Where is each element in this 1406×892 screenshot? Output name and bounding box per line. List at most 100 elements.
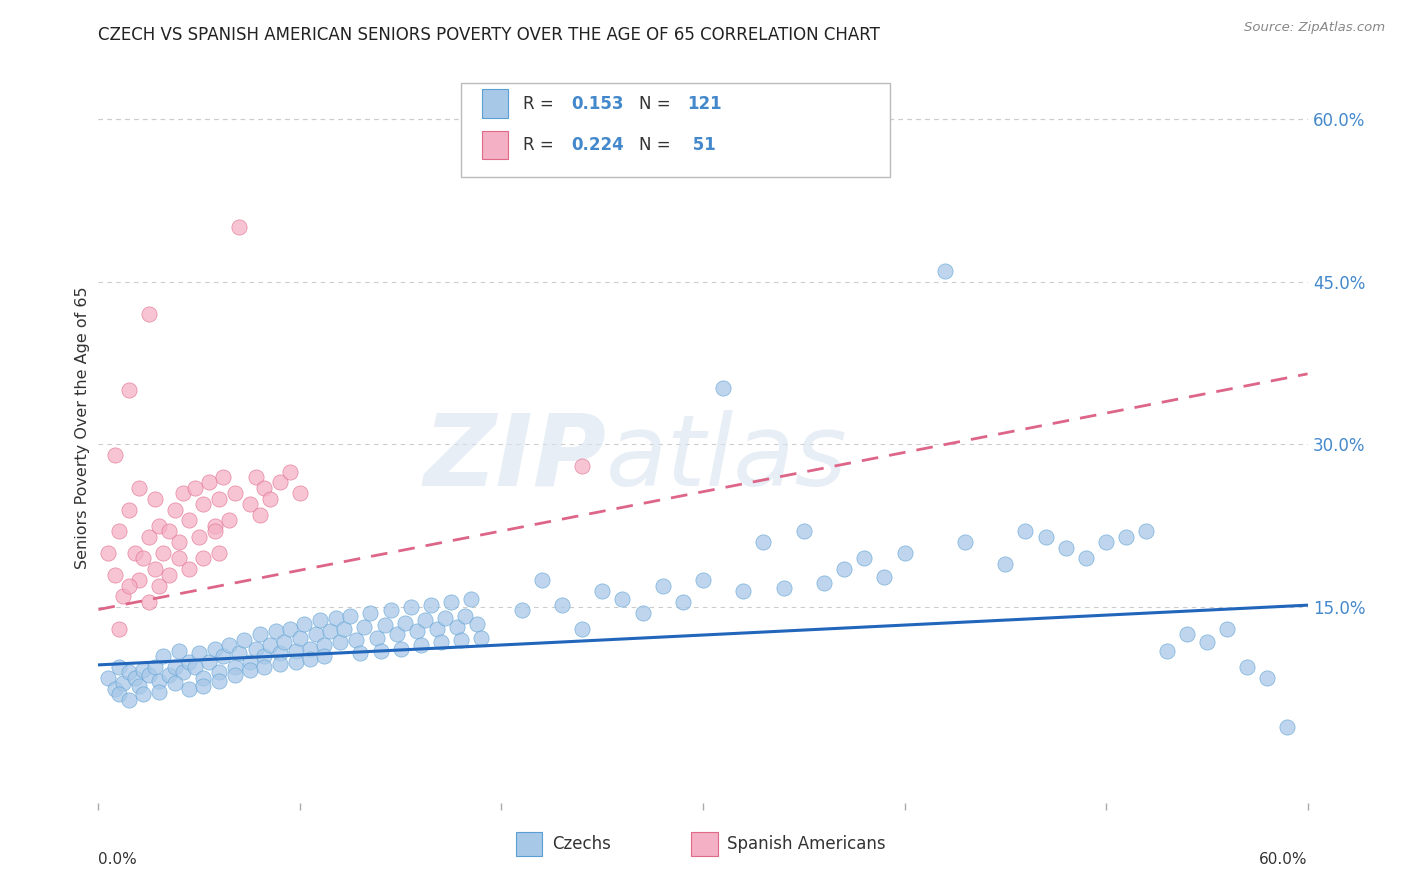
Point: [138, 667, 160, 681]
Point: [208, 665, 231, 680]
Point: [184, 481, 207, 495]
Point: [138, 530, 160, 544]
Point: [132, 687, 155, 701]
Point: [273, 635, 295, 649]
Point: [278, 465, 301, 479]
Point: [103, 448, 125, 462]
Point: [571, 459, 593, 474]
Text: R =: R =: [523, 136, 558, 154]
Point: [259, 638, 281, 652]
Point: [132, 663, 155, 677]
Point: [228, 220, 250, 235]
Point: [380, 602, 402, 616]
Point: [360, 606, 382, 620]
Point: [405, 624, 427, 639]
Point: [103, 567, 125, 582]
Point: [118, 502, 141, 516]
Point: [470, 631, 492, 645]
Text: N =: N =: [638, 136, 676, 154]
Point: [228, 646, 250, 660]
Point: [288, 631, 311, 645]
FancyBboxPatch shape: [461, 84, 890, 178]
Text: CZECH VS SPANISH AMERICAN SENIORS POVERTY OVER THE AGE OF 65 CORRELATION CHART: CZECH VS SPANISH AMERICAN SENIORS POVERT…: [98, 26, 880, 44]
Point: [111, 676, 134, 690]
Point: [132, 551, 155, 566]
Point: [353, 620, 375, 634]
Point: [138, 595, 160, 609]
Text: ZIP: ZIP: [423, 409, 606, 507]
Point: [269, 657, 291, 671]
Point: [284, 655, 307, 669]
Point: [394, 615, 416, 630]
Point: [148, 519, 170, 533]
Point: [167, 644, 190, 658]
Point: [148, 579, 170, 593]
Text: Spanish Americans: Spanish Americans: [727, 835, 886, 853]
Text: 0.153: 0.153: [571, 95, 624, 112]
Point: [128, 679, 150, 693]
Point: [218, 513, 240, 527]
Point: [1014, 524, 1036, 539]
Point: [239, 655, 262, 669]
Point: [953, 535, 976, 549]
Point: [148, 674, 170, 689]
Point: [278, 622, 301, 636]
Text: 0.0%: 0.0%: [98, 852, 138, 866]
Point: [420, 598, 443, 612]
Point: [239, 663, 262, 677]
Point: [389, 641, 412, 656]
Point: [249, 508, 271, 522]
Point: [426, 622, 449, 636]
Point: [288, 486, 311, 500]
Point: [152, 649, 174, 664]
Text: atlas: atlas: [606, 409, 848, 507]
Point: [138, 307, 160, 321]
Point: [873, 570, 896, 584]
Point: [460, 591, 482, 606]
Point: [571, 622, 593, 636]
Point: [128, 481, 150, 495]
Point: [1216, 622, 1239, 636]
Point: [591, 584, 613, 599]
Point: [1035, 530, 1057, 544]
Point: [530, 573, 553, 587]
Point: [163, 502, 186, 516]
Point: [832, 562, 855, 576]
Point: [152, 546, 174, 560]
Y-axis label: Seniors Poverty Over the Age of 65: Seniors Poverty Over the Age of 65: [75, 287, 90, 569]
FancyBboxPatch shape: [690, 832, 717, 856]
Point: [188, 530, 211, 544]
Point: [264, 624, 287, 639]
Point: [612, 591, 634, 606]
Point: [253, 660, 276, 674]
Point: [309, 613, 332, 627]
Point: [374, 617, 396, 632]
Text: 51: 51: [688, 136, 716, 154]
Point: [1156, 644, 1178, 658]
Point: [1256, 671, 1278, 685]
Point: [692, 573, 714, 587]
Point: [212, 649, 235, 664]
Point: [284, 644, 307, 658]
Point: [1195, 635, 1218, 649]
Text: Czechs: Czechs: [551, 835, 610, 853]
Text: R =: R =: [523, 95, 558, 112]
Point: [208, 674, 231, 689]
Point: [118, 665, 141, 680]
Point: [349, 646, 371, 660]
FancyBboxPatch shape: [516, 832, 543, 856]
Point: [124, 671, 146, 685]
FancyBboxPatch shape: [482, 89, 509, 118]
Text: Source: ZipAtlas.com: Source: ZipAtlas.com: [1244, 21, 1385, 34]
Point: [465, 616, 488, 631]
Point: [193, 551, 215, 566]
Point: [107, 687, 129, 701]
Point: [446, 620, 468, 634]
Point: [813, 576, 835, 591]
Point: [179, 562, 201, 576]
Point: [245, 641, 267, 656]
Point: [1054, 541, 1077, 555]
Point: [413, 613, 436, 627]
Point: [157, 567, 180, 582]
Point: [204, 519, 226, 533]
